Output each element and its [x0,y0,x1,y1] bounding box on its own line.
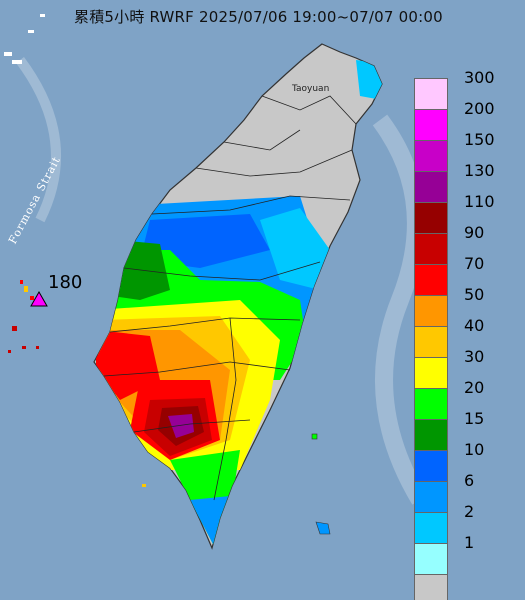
rain-band-south-blue [190,496,230,546]
legend-swatch [414,513,448,544]
rain-band-130-150 [168,414,194,438]
orchid-island [315,521,331,535]
legend-label: 10 [464,440,485,459]
legend-swatch [414,544,448,575]
green-island [311,433,318,440]
legend-swatch [414,296,448,327]
color-legend [414,78,448,600]
legend-swatch [414,110,448,141]
xiaoliuqiu [142,484,146,487]
legend-swatch [414,327,448,358]
legend-label: 20 [464,378,485,397]
legend-swatch [414,389,448,420]
rain-band-northeast [356,60,382,100]
legend-labels: 300 200 150 130 110 90 70 50 40 30 20 15 10 6 2 1 [464,68,495,600]
legend-label: 50 [464,285,485,304]
legend-swatch [414,265,448,296]
legend-swatch [414,482,448,513]
legend-label: 70 [464,254,485,273]
legend-label: 2 [464,502,475,521]
legend-swatch [414,575,448,600]
legend-label: 130 [464,161,495,180]
rain-band-2-6 [260,208,330,290]
legend-swatch [414,78,448,110]
sea-texture [15,57,428,505]
legend-label: 300 [464,68,495,87]
legend-label: 200 [464,99,495,118]
penghu-islands [8,280,39,353]
legend-label: 1 [464,533,475,552]
legend-swatch [414,234,448,265]
legend-swatch [414,203,448,234]
legend-swatch [414,141,448,172]
map-title: 累積5小時 RWRF 2025/07/06 19:00~07/07 00:00 [74,8,443,26]
legend-label: 150 [464,130,495,149]
legend-swatch [414,451,448,482]
legend-swatch [414,420,448,451]
legend-label: 110 [464,192,495,211]
max-value-label: 180 [48,272,83,293]
legend-label: 6 [464,471,475,490]
legend-label: 90 [464,223,485,242]
legend-swatch [414,172,448,203]
legend-label: 30 [464,347,485,366]
legend-label [464,558,495,589]
city-label: Taoyuan [292,84,330,94]
cloud-fragments [4,14,45,64]
legend-swatch [414,358,448,389]
legend-label: 40 [464,316,485,335]
county-boundaries [103,95,357,501]
legend-label: 15 [464,409,485,428]
max-value-marker-icon [30,290,48,307]
